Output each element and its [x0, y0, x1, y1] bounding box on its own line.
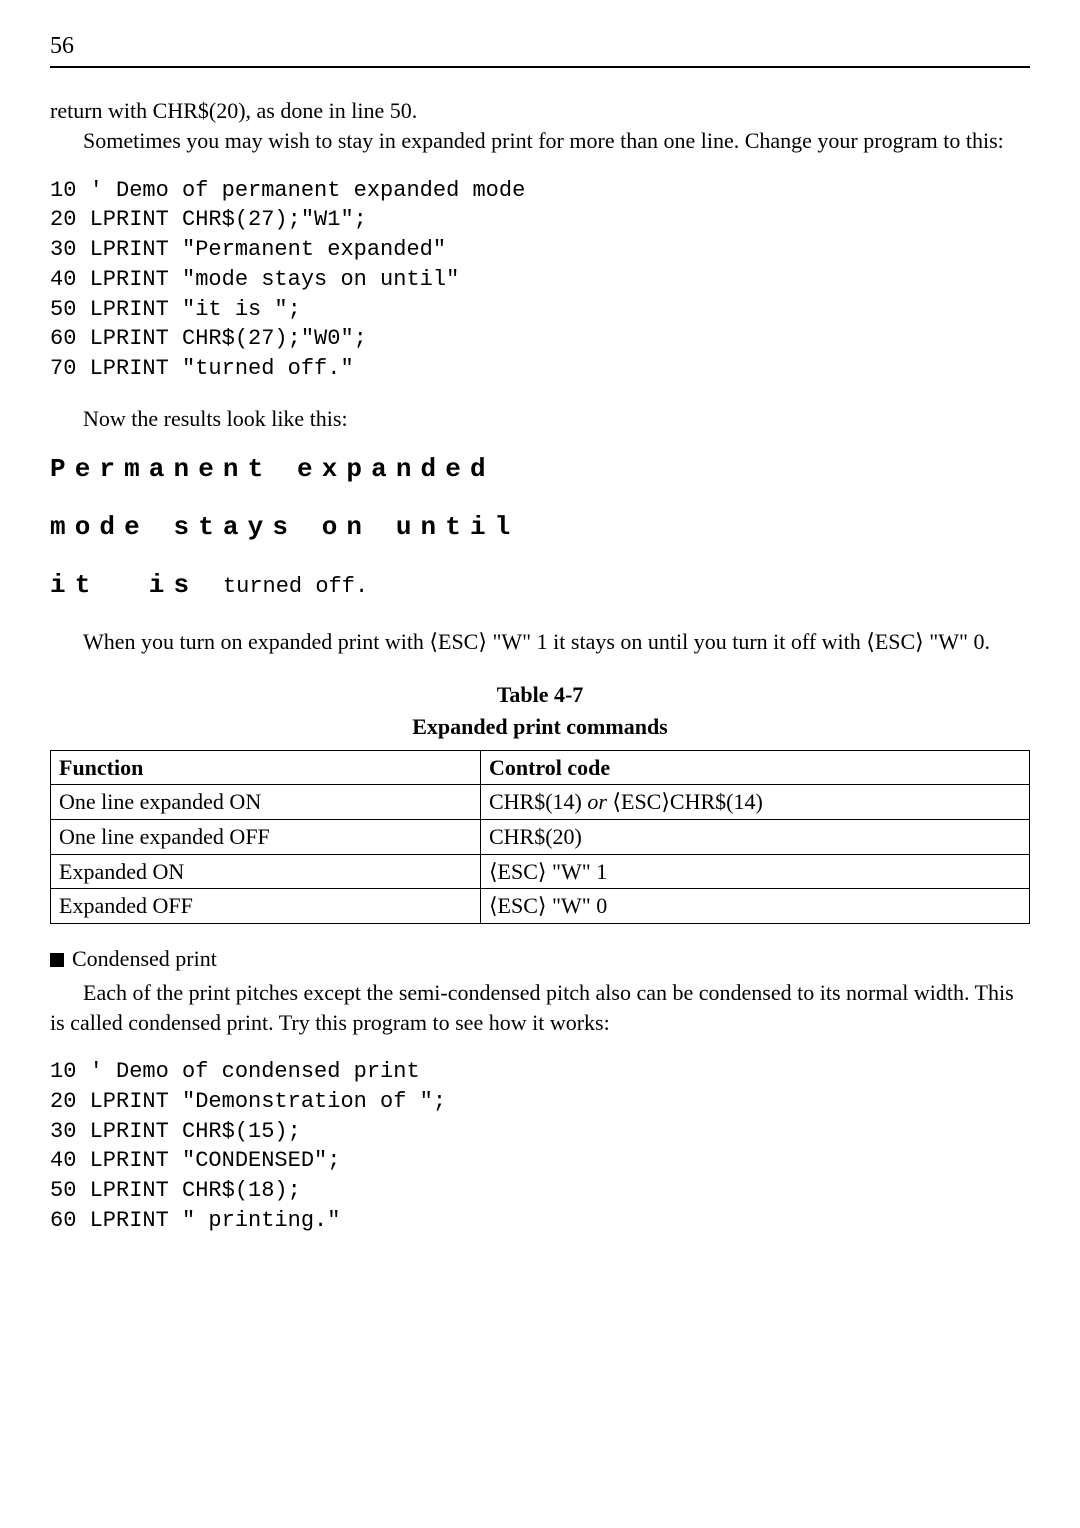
intro-p1: return with CHR$(20), as done in line 50…	[50, 96, 1030, 126]
output-line1: Permanent expanded	[50, 453, 1030, 487]
table-header-function: Function	[51, 750, 481, 785]
output-line2: mode stays on until	[50, 511, 1030, 545]
table-cell-code: ⟨ESC⟩ "W" 1	[480, 854, 1029, 889]
table-cell-code: ⟨ESC⟩ "W" 0	[480, 889, 1029, 924]
commands-table: Function Control code One line expanded …	[50, 750, 1030, 924]
table-cell-function: Expanded OFF	[51, 889, 481, 924]
table-cell-code: CHR$(14) or ⟨ESC⟩CHR$(14)	[480, 785, 1029, 820]
condensed-body: Each of the print pitches except the sem…	[50, 978, 1030, 1037]
code-block-1: 10 ' Demo of permanent expanded mode 20 …	[50, 176, 1030, 384]
table-cell-function: Expanded ON	[51, 854, 481, 889]
table-header-row: Function Control code	[51, 750, 1030, 785]
page-number: 56	[50, 30, 1030, 62]
intro-paragraphs: return with CHR$(20), as done in line 50…	[50, 96, 1030, 155]
table-header-controlcode: Control code	[480, 750, 1029, 785]
printer-output: Permanent expanded mode stays on until i…	[50, 453, 1030, 602]
output-line3-expanded: it is	[50, 570, 223, 600]
code-block-2: 10 ' Demo of condensed print 20 LPRINT "…	[50, 1057, 1030, 1235]
table-row: Expanded ON ⟨ESC⟩ "W" 1	[51, 854, 1030, 889]
table-cell-code: CHR$(20)	[480, 820, 1029, 855]
table-row: Expanded OFF ⟨ESC⟩ "W" 0	[51, 889, 1030, 924]
table-title: Table 4-7	[50, 680, 1030, 710]
header-rule	[50, 66, 1030, 68]
bullet-icon	[50, 953, 64, 967]
table-row: One line expanded OFF CHR$(20)	[51, 820, 1030, 855]
table-cell-function: One line expanded ON	[51, 785, 481, 820]
condensed-heading-text: Condensed print	[72, 946, 217, 971]
table-row: One line expanded ON CHR$(14) or ⟨ESC⟩CH…	[51, 785, 1030, 820]
condensed-heading: Condensed print	[50, 944, 1030, 974]
output-line3-normal: turned off.	[223, 574, 368, 599]
explain-paragraph: When you turn on expanded print with ⟨ES…	[50, 627, 1030, 657]
table-cell-function: One line expanded OFF	[51, 820, 481, 855]
table-subtitle: Expanded print commands	[50, 712, 1030, 742]
intro-p2: Sometimes you may wish to stay in expand…	[50, 126, 1030, 156]
results-intro: Now the results look like this:	[50, 404, 1030, 434]
